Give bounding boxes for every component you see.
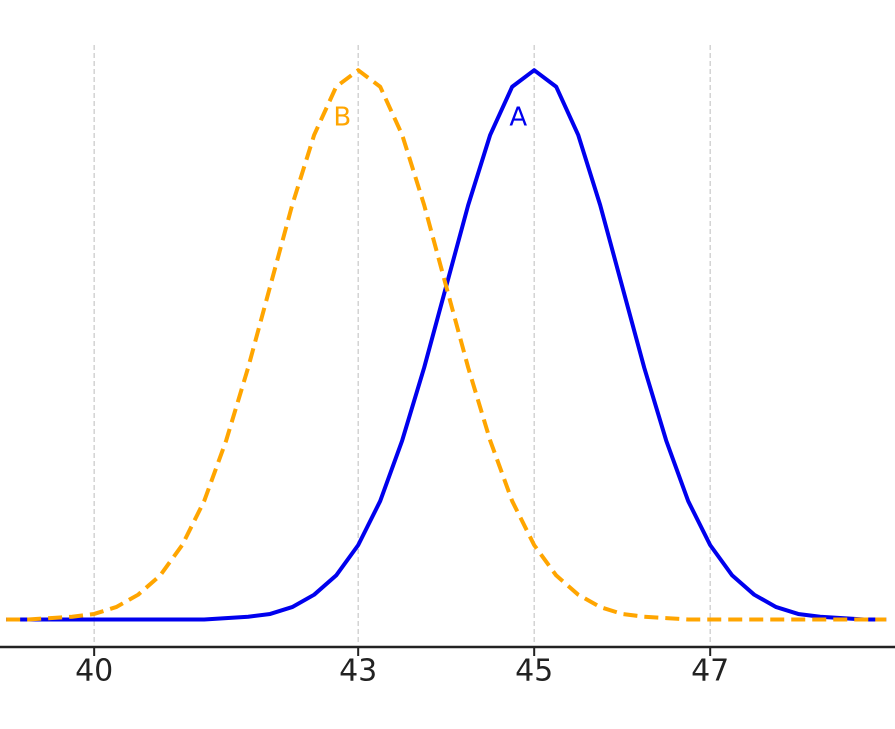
x-tick-label: 45 xyxy=(515,654,553,689)
x-tick-label: 43 xyxy=(339,654,377,689)
line-B xyxy=(6,68,887,622)
series-label: A xyxy=(509,103,527,133)
x-tick-label: 47 xyxy=(691,654,729,689)
x-tick-label: 40 xyxy=(75,654,113,689)
line-A xyxy=(6,68,887,622)
series-label: B xyxy=(333,103,351,133)
